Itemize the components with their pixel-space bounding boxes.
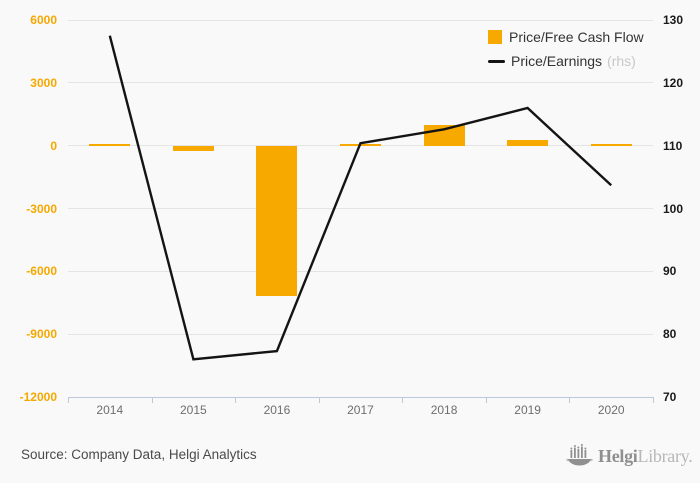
legend-rhs-note: (rhs)	[607, 53, 636, 69]
y-axis-right-tick-label: 80	[663, 327, 677, 342]
x-axis-tick	[653, 397, 654, 403]
bar-2014	[89, 143, 131, 146]
y-axis-left-tick-label: 3000	[30, 75, 57, 90]
x-axis-tick-label: 2014	[96, 403, 124, 417]
y-axis-left-tick-label: 6000	[30, 13, 57, 27]
x-axis-tick	[151, 397, 153, 403]
y-axis-right-tick-label: 90	[663, 264, 677, 279]
y-axis-right-tick-label: 70	[663, 390, 677, 404]
legend: Price/Free Cash Flow Price/Earnings (rhs…	[488, 27, 644, 75]
x-axis-tick-label: 2017	[347, 403, 374, 417]
legend-item-price-earnings: Price/Earnings (rhs)	[488, 51, 644, 71]
x-axis-tick-label: 2019	[514, 403, 541, 417]
logo-text-helgi: Helgi	[598, 445, 638, 466]
y-axis-left-tick-label: 0	[50, 138, 57, 153]
logo-text-library: Library.	[637, 445, 693, 466]
helgi-library-logo: Helgi Library.	[566, 444, 693, 468]
source-text: Source: Company Data, Helgi Analytics	[21, 447, 257, 462]
x-axis-tick	[569, 397, 571, 403]
legend-item-price-free-cash-flow: Price/Free Cash Flow	[488, 27, 644, 47]
line-series	[108, 35, 613, 361]
y-axis-right-tick-label: 110	[663, 138, 683, 153]
y-axis-right-tick-label: 130	[663, 13, 684, 27]
x-axis-tick-label: 2020	[597, 403, 625, 417]
grid-line	[68, 82, 653, 84]
y-axis-right-tick-label: 120	[663, 75, 684, 90]
legend-label: Price/Free Cash Flow	[509, 29, 644, 45]
bar-2016	[256, 145, 298, 297]
grid-line	[68, 208, 653, 209]
x-axis-tick-label: 2016	[263, 403, 291, 417]
grid-line	[68, 270, 653, 272]
x-axis-tick	[318, 397, 320, 403]
y-axis-right-tick-label: 100	[663, 201, 684, 216]
x-axis-line	[68, 397, 654, 398]
legend-label: Price/Earnings	[511, 53, 603, 69]
bar-2015	[172, 145, 214, 151]
bar-2020	[590, 143, 632, 146]
x-axis-tick-label: 2015	[179, 403, 207, 417]
y-axis-left-tick-label: -6000	[26, 264, 57, 279]
grid-line	[68, 333, 653, 335]
x-axis-tick	[485, 397, 487, 403]
grid-line	[68, 19, 653, 21]
x-axis-tick-label: 2018	[430, 403, 458, 417]
x-axis-tick	[235, 397, 237, 403]
y-axis-left-tick-label: -9000	[26, 327, 57, 342]
helgi-ship-icon	[566, 444, 593, 466]
legend-line-swatch-icon	[488, 59, 505, 63]
x-axis-tick	[402, 397, 404, 403]
legend-bar-swatch-icon	[488, 30, 502, 44]
x-axis-tick	[68, 397, 69, 403]
y-axis-left-tick-label: -12000	[19, 390, 57, 404]
bar-2019	[507, 140, 549, 146]
y-axis-left-tick-label: -3000	[26, 201, 57, 216]
